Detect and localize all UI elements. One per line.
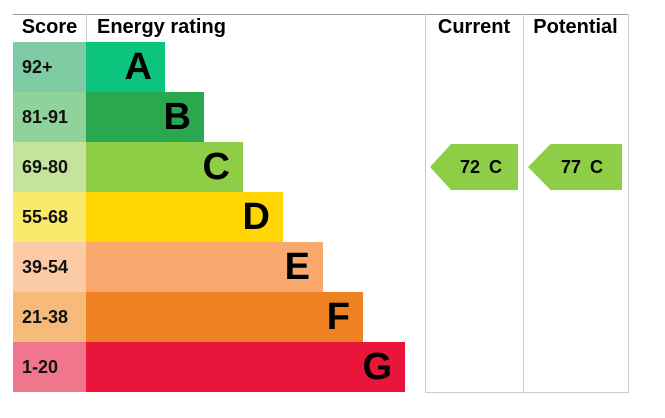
potential-column-header: Potential (533, 16, 618, 38)
current-rating-value: 72 (459, 156, 481, 177)
rating-bar-b: B (86, 92, 204, 142)
potential-rating-arrow: 77 C (528, 144, 622, 190)
current-rating-band: C (489, 156, 503, 177)
score-range-g: 1-20 (13, 342, 86, 392)
current-column-header: Current (437, 16, 511, 38)
score-range-e: 39-54 (13, 242, 86, 292)
rating-bar-f: F (86, 292, 363, 342)
potential-rating-value: 77 (560, 156, 582, 177)
potential-column-right-line (628, 14, 629, 392)
score-range-b: 81-91 (13, 92, 86, 142)
energy-rating-column-header: Energy rating (97, 16, 226, 38)
current-rating-arrow: 72 C (430, 144, 518, 190)
score-rating-divider-line (86, 14, 87, 42)
rating-bar-d: D (86, 192, 283, 242)
score-range-c: 69-80 (13, 142, 86, 192)
rating-bar-e: E (86, 242, 323, 292)
bottom-border-line (425, 392, 629, 393)
rating-bar-g: G (86, 342, 405, 392)
band-letter-e: E (284, 246, 310, 288)
score-range-d: 55-68 (13, 192, 86, 242)
band-letter-b: B (163, 96, 191, 138)
score-range-f: 21-38 (13, 292, 86, 342)
score-range-a: 92+ (13, 42, 86, 92)
band-letter-d: D (242, 196, 270, 238)
score-column-header: Score (21, 16, 78, 38)
band-letter-c: C (202, 146, 230, 188)
band-letter-f: F (326, 296, 350, 338)
top-border-line (13, 14, 628, 15)
current-column-left-line (425, 14, 426, 392)
rating-bar-c: C (86, 142, 243, 192)
potential-rating-band: C (590, 156, 604, 177)
potential-column-left-line (523, 14, 524, 392)
band-letter-g: G (362, 346, 392, 388)
rating-bar-a: A (86, 42, 165, 92)
band-letter-a: A (124, 46, 152, 88)
